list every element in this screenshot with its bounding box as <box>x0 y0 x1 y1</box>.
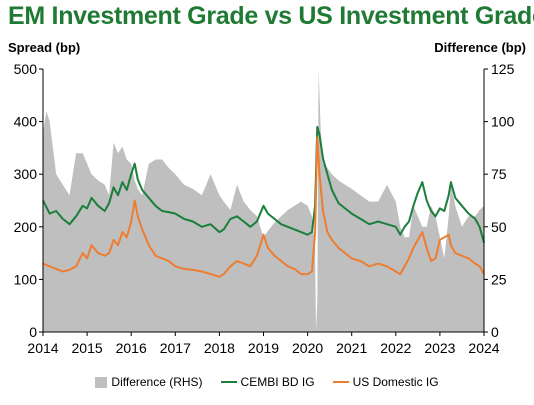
right-tick-label: 50 <box>491 219 507 235</box>
right-axis-label: Difference (bp) <box>434 40 526 55</box>
x-tick-label: 2020 <box>292 340 323 356</box>
series-line-cembi <box>42 125 485 243</box>
left-tick-label: 500 <box>14 61 38 77</box>
left-tick-label: 300 <box>14 166 38 182</box>
left-tick-label: 200 <box>14 219 38 235</box>
left-axis-label: Spread (bp) <box>8 40 81 55</box>
right-tick-label: 0 <box>491 324 499 340</box>
left-tick-label: 400 <box>14 114 38 130</box>
chart-plot: 0 100 200 300 400 500 0 25 50 75 100 125 2014 2015 201… <box>14 61 515 356</box>
legend-label-us: US Domestic IG <box>352 375 439 389</box>
legend-label-cembi: CEMBI BD IG <box>240 375 315 389</box>
right-tick-label: 75 <box>491 166 507 182</box>
legend-item-cembi: CEMBI BD IG <box>220 375 315 389</box>
series-line-us <box>42 136 485 278</box>
x-tick-label: 2018 <box>204 340 235 356</box>
x-tick-label: 2019 <box>248 340 279 356</box>
right-tick-label: 25 <box>491 271 507 287</box>
legend-item-difference: Difference (RHS) <box>95 375 203 389</box>
right-tick-label: 100 <box>491 114 515 130</box>
legend-swatch-difference <box>95 376 108 388</box>
right-tick-label: 125 <box>491 61 515 77</box>
legend-item-us: US Domestic IG <box>332 375 439 389</box>
x-tick-label: 2014 <box>27 340 58 356</box>
left-tick-label: 0 <box>29 324 37 340</box>
x-tick-label: 2021 <box>336 340 367 356</box>
legend-label-difference: Difference (RHS) <box>111 375 203 389</box>
left-tick-label: 100 <box>14 271 38 287</box>
x-tick-label: 2015 <box>72 340 103 356</box>
legend-swatch-cembi <box>220 381 237 383</box>
x-tick-label: 2017 <box>160 340 191 356</box>
series-area-difference <box>43 69 484 332</box>
x-tick-label: 2022 <box>380 340 411 356</box>
chart-title: EM Investment Grade vs US Investment Gra… <box>8 2 534 30</box>
legend-swatch-us <box>332 381 349 383</box>
x-tick-label: 2016 <box>116 340 147 356</box>
x-tick-label: 2023 <box>424 340 455 356</box>
chart-legend: Difference (RHS) CEMBI BD IG US Domestic… <box>0 375 534 389</box>
x-tick-label: 2024 <box>468 340 499 356</box>
